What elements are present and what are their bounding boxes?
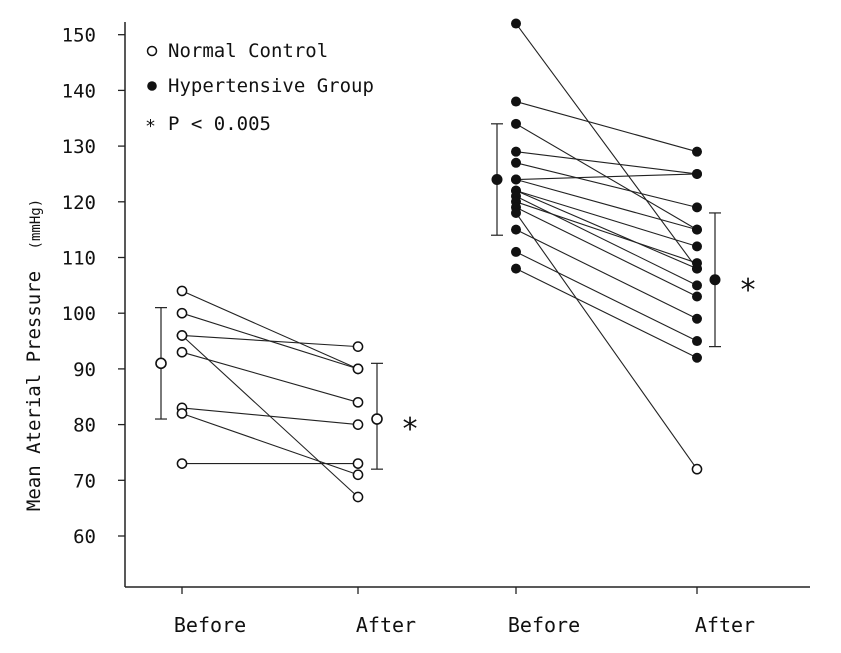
pair-line	[515, 251, 698, 342]
pair-line	[181, 334, 359, 348]
legend-label-normal: Normal Control	[168, 40, 328, 62]
point-after	[352, 419, 364, 430]
pair-line	[515, 178, 698, 231]
y-tick-label: 130	[62, 136, 96, 158]
axes	[124, 22, 810, 588]
point-after	[352, 469, 364, 481]
point-before	[511, 18, 521, 29]
point-before	[511, 224, 521, 235]
significance-star: *	[739, 273, 757, 308]
pair-line	[515, 190, 698, 247]
x-category-label: After	[356, 613, 416, 637]
pair-line	[515, 212, 698, 470]
mean-marker	[371, 413, 383, 425]
point-after	[352, 341, 364, 352]
pair-line	[515, 190, 698, 270]
point-after	[352, 458, 364, 469]
mean-marker	[709, 274, 721, 286]
point-after	[692, 241, 702, 252]
pair-line	[181, 351, 359, 403]
point-after	[692, 224, 702, 235]
point-before	[176, 346, 188, 358]
point-after	[692, 258, 702, 269]
point-before	[176, 307, 188, 319]
legend: Normal Control Hypertensive Group * P < …	[146, 40, 374, 137]
y-tick-label: 140	[62, 80, 96, 102]
mean-error-bars: **	[155, 123, 757, 470]
y-tick-label: 150	[62, 25, 96, 47]
y-tick-label: 80	[73, 415, 96, 437]
pair-line	[515, 206, 698, 297]
y-tick-label: 60	[73, 526, 96, 548]
pair-line	[515, 101, 698, 153]
point-before	[176, 458, 188, 469]
point-before	[511, 96, 521, 107]
y-axis-title-unit: (mmHg)	[28, 199, 44, 250]
point-before	[176, 330, 188, 341]
point-after	[692, 352, 702, 363]
legend-filled-circle-icon	[147, 81, 157, 91]
y-axis-title-text: Mean Aterial Pressure (mmHg)	[23, 199, 45, 511]
y-axis-title: Mean Aterial Pressure (mmHg)	[23, 199, 45, 511]
pair-line	[515, 173, 698, 181]
pair-line	[181, 335, 359, 498]
mean-marker	[491, 174, 503, 186]
y-tick-label: 70	[73, 470, 96, 492]
point-after	[692, 336, 702, 347]
legend-open-circle-icon	[146, 45, 158, 57]
point-before	[176, 285, 188, 297]
y-axis-title-main: Mean Aterial Pressure	[23, 271, 45, 511]
pair-line	[515, 195, 698, 286]
point-after	[692, 146, 702, 157]
mean-marker	[155, 357, 167, 370]
point-before	[511, 118, 521, 129]
point-after	[352, 491, 364, 503]
legend-star-icon: *	[146, 116, 155, 137]
x-category-label: Before	[508, 613, 580, 637]
pair-line	[515, 151, 698, 175]
point-after	[692, 313, 702, 324]
pair-line	[515, 229, 698, 320]
point-before	[176, 408, 188, 419]
point-before	[511, 246, 521, 257]
x-ticks: Before After Before After	[174, 587, 755, 637]
point-before	[511, 207, 521, 218]
point-after	[692, 168, 702, 179]
data-points	[176, 18, 703, 503]
point-before	[511, 146, 521, 157]
point-before	[511, 157, 521, 168]
point-after	[352, 396, 364, 408]
y-tick-label: 90	[73, 359, 96, 381]
x-category-label: Before	[174, 613, 246, 637]
point-after	[692, 280, 702, 291]
y-tick-label: 100	[62, 303, 96, 325]
significance-star: *	[401, 412, 419, 447]
legend-label-hypertensive: Hypertensive Group	[168, 75, 374, 97]
point-after	[352, 363, 364, 375]
pair-line	[181, 412, 359, 476]
pair-line	[181, 290, 359, 370]
point-before	[511, 174, 521, 185]
point-after	[692, 291, 702, 302]
pair-line	[515, 201, 698, 264]
point-before	[511, 263, 521, 274]
y-ticks: 60 70 80 90 100 110 120 130 140 150	[62, 25, 125, 548]
y-tick-label: 110	[62, 248, 96, 270]
point-after	[692, 202, 702, 213]
pair-line	[515, 162, 698, 208]
x-category-label: After	[695, 613, 755, 637]
y-tick-label: 120	[62, 192, 96, 214]
pair-line	[515, 268, 698, 359]
legend-label-significance: P < 0.005	[168, 113, 271, 135]
point-after	[691, 463, 703, 475]
pair-connectors	[181, 23, 698, 498]
pair-line	[515, 23, 698, 269]
